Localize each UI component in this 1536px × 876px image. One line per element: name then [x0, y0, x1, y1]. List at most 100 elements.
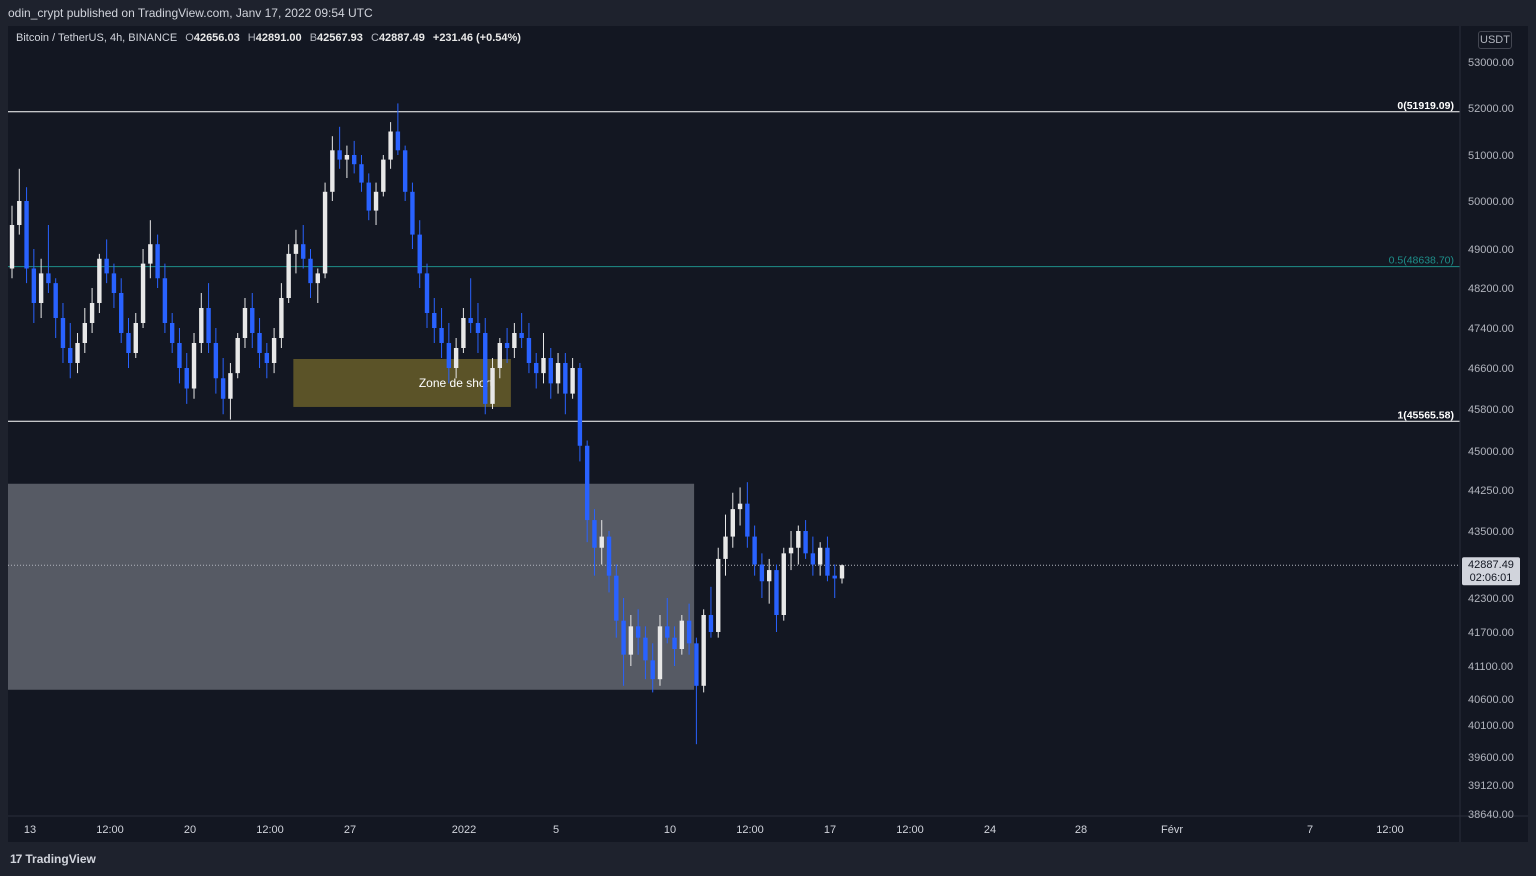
candle-body	[111, 273, 117, 293]
candle	[657, 615, 663, 686]
candle-body	[60, 318, 66, 348]
candle-body	[563, 363, 568, 394]
candlestick-chart[interactable]: Zone de short 0(51919.09) 0.5(48638.70) 1(…	[8, 26, 1528, 842]
candle	[737, 487, 743, 526]
low-label: B	[309, 32, 318, 44]
candle	[599, 520, 604, 565]
candle-body	[97, 258, 102, 303]
close-value: 42887.49	[378, 32, 425, 44]
candle	[402, 145, 408, 201]
price-tick-label: 49000.00	[1468, 244, 1514, 256]
candle	[133, 313, 138, 358]
candle	[512, 323, 517, 358]
candle-body	[271, 338, 277, 363]
candle-body	[31, 268, 37, 303]
candle	[242, 298, 248, 348]
candle	[563, 353, 568, 415]
candle	[293, 229, 299, 274]
candle	[424, 263, 430, 328]
candle	[46, 225, 51, 293]
candle-body	[504, 343, 510, 348]
candle	[839, 564, 845, 584]
high-value: 42891.00	[255, 32, 302, 44]
candle	[126, 318, 131, 368]
candle-body	[788, 547, 794, 554]
candle-body	[468, 318, 473, 323]
candle	[373, 182, 379, 225]
currency-badge[interactable]: USDT	[1478, 31, 1512, 49]
candle-body	[483, 333, 488, 404]
candle	[31, 249, 37, 323]
candle-body	[46, 273, 51, 284]
candle-body	[716, 558, 721, 632]
candle	[752, 525, 757, 576]
time-tick-label: 27	[344, 824, 356, 836]
candle	[351, 140, 357, 174]
candle-body	[497, 343, 503, 368]
candle	[220, 358, 226, 415]
candle-body	[206, 308, 211, 343]
candle	[381, 155, 386, 197]
candle-body	[461, 318, 466, 348]
candle-body	[395, 131, 401, 151]
open-value: 42656.03	[193, 32, 240, 44]
candle	[286, 244, 291, 303]
candle	[490, 358, 495, 409]
candle	[541, 333, 546, 384]
candle-body	[745, 503, 750, 537]
candle-body	[490, 368, 495, 404]
candle	[148, 220, 153, 279]
tradingview-brand[interactable]: 17 TradingView	[10, 852, 96, 866]
open-label: O	[185, 32, 194, 44]
candle	[745, 482, 750, 548]
candle-body	[723, 536, 728, 559]
candle-body	[402, 150, 408, 192]
candle	[169, 313, 175, 353]
fib-level-label-0.5: 0.5(48638.70)	[1389, 255, 1454, 267]
candle-body	[752, 536, 757, 565]
candle	[832, 564, 837, 598]
candle	[60, 303, 66, 363]
candle	[796, 525, 801, 565]
candle-body	[366, 182, 371, 211]
candle-body	[577, 368, 583, 446]
candle	[461, 308, 466, 353]
candle-body	[235, 338, 240, 374]
candle	[9, 205, 15, 279]
candle	[228, 363, 233, 420]
short-zone-label: Zone de short	[419, 376, 494, 390]
candle-body	[322, 191, 328, 274]
time-tick-label: 12:00	[1376, 824, 1404, 836]
price-tick-label: 43500.00	[1468, 526, 1514, 538]
time-tick-label: 12:00	[736, 824, 764, 836]
candle	[716, 547, 721, 638]
candle-body	[512, 333, 517, 348]
candle	[497, 338, 503, 379]
chart-area[interactable]: Zone de short 0(51919.09) 0.5(48638.70) 1(…	[8, 26, 1528, 842]
price-tick-label: 50000.00	[1468, 196, 1514, 208]
candle-body	[140, 263, 146, 323]
candle-body	[570, 368, 575, 394]
candle-body	[432, 313, 437, 328]
candle	[759, 553, 765, 598]
candle-body	[38, 273, 44, 303]
candle-body	[526, 338, 532, 363]
candle	[577, 363, 583, 462]
candle	[439, 308, 444, 358]
candle-body	[803, 531, 808, 554]
price-tick-label: 46600.00	[1468, 363, 1514, 375]
candle-body	[439, 328, 444, 343]
candle-body	[643, 637, 648, 661]
time-tick-label: 28	[1075, 824, 1087, 836]
candle	[162, 263, 168, 333]
candle	[788, 531, 794, 571]
current-price-badge	[1462, 557, 1520, 586]
candle-body	[53, 283, 58, 318]
candle	[53, 278, 58, 338]
candle	[548, 348, 553, 399]
candle	[308, 249, 313, 298]
candle	[24, 187, 29, 284]
candle	[104, 239, 109, 284]
candle	[453, 338, 459, 379]
candle-body	[672, 637, 677, 649]
